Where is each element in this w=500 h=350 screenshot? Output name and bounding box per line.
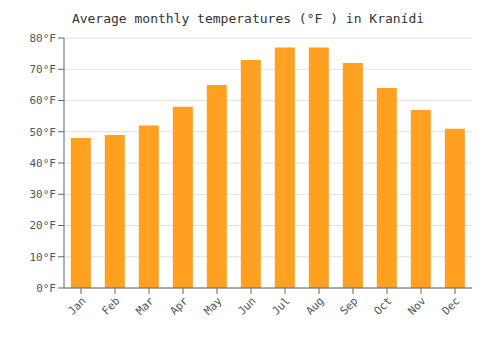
svg-text:Apr: Apr <box>167 294 191 318</box>
svg-text:70°F: 70°F <box>30 63 57 76</box>
svg-text:Oct: Oct <box>371 294 394 317</box>
svg-text:0°F: 0°F <box>36 282 56 295</box>
svg-text:50°F: 50°F <box>30 126 57 139</box>
html-text:Average monthly temperatures (: Average monthly temperatures (°F ) in Kr… <box>71 11 425 26</box>
svg-text:60°F: 60°F <box>30 94 57 107</box>
svg-text:Jun: Jun <box>235 294 258 317</box>
svg-text:Aug: Aug <box>303 294 326 317</box>
svg-text:Nov: Nov <box>405 294 429 318</box>
svg-text:May: May <box>201 294 225 318</box>
svg-text:Dec: Dec <box>439 294 462 317</box>
svg-text:20°F: 20°F <box>30 219 57 232</box>
svg-text:80°F: 80°F <box>30 32 57 45</box>
svg-text:Feb: Feb <box>99 294 122 317</box>
svg-text:Jul: Jul <box>269 294 292 317</box>
svg-text:Mar: Mar <box>133 294 157 318</box>
svg-text:Jan: Jan <box>65 294 88 317</box>
svg-text:30°F: 30°F <box>30 188 57 201</box>
svg-text:Sep: Sep <box>337 294 360 317</box>
svg-text:10°F: 10°F <box>30 251 57 264</box>
svg-text:40°F: 40°F <box>30 157 57 170</box>
